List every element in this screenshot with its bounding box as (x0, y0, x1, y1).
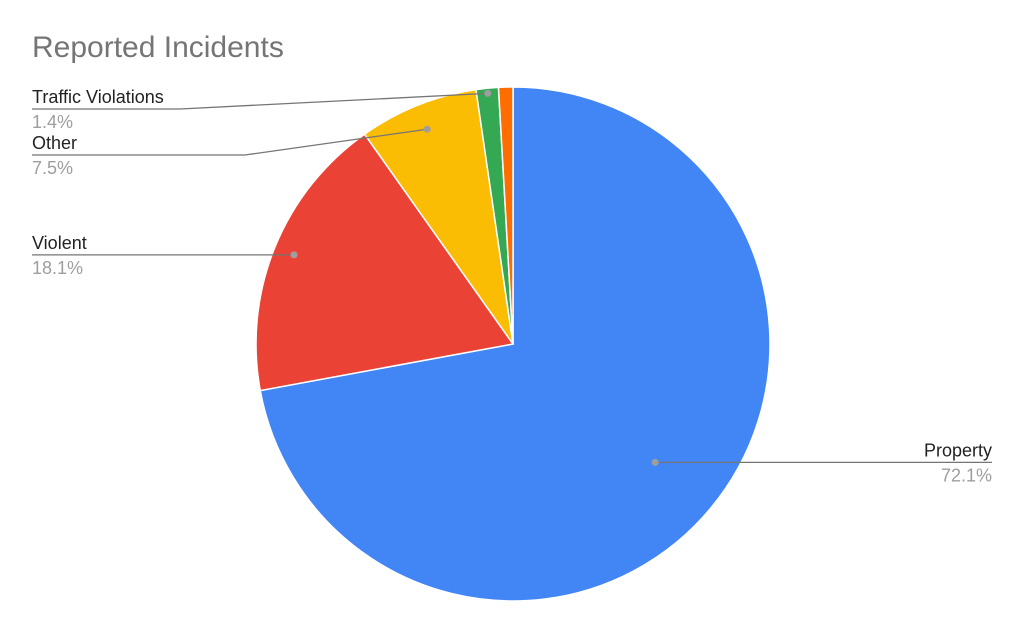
leader-dot-violent (290, 251, 298, 259)
leader-dot-other (423, 125, 431, 133)
slice-percent-traffic-violations: 1.4% (32, 112, 73, 132)
slice-label-other: Other (32, 133, 77, 153)
leader-line-traffic-violations (32, 92, 488, 110)
pie-slices (255, 86, 771, 602)
slice-callouts: Property 72.1% Violent 18.1% Other 7.5% Traffi… (32, 87, 992, 485)
pie-slice-violent (255, 133, 515, 392)
slice-percent-other: 7.5% (32, 158, 73, 178)
leader-dot-property (651, 458, 659, 466)
slice-percent-property: 72.1% (941, 465, 992, 485)
leader-dot-traffic-violations (484, 89, 492, 97)
slice-label-violent: Violent (32, 233, 87, 253)
slice-label-traffic-violations: Traffic Violations (32, 87, 164, 107)
pie-slice-unlabeled-4 (497, 86, 514, 345)
pie-slice-other (363, 88, 514, 345)
chart-title: Reported Incidents (32, 31, 284, 64)
slice-percent-violent: 18.1% (32, 258, 83, 278)
pie-slice-property (259, 86, 771, 602)
leader-line-other (32, 128, 428, 156)
slice-label-property: Property (924, 440, 992, 460)
